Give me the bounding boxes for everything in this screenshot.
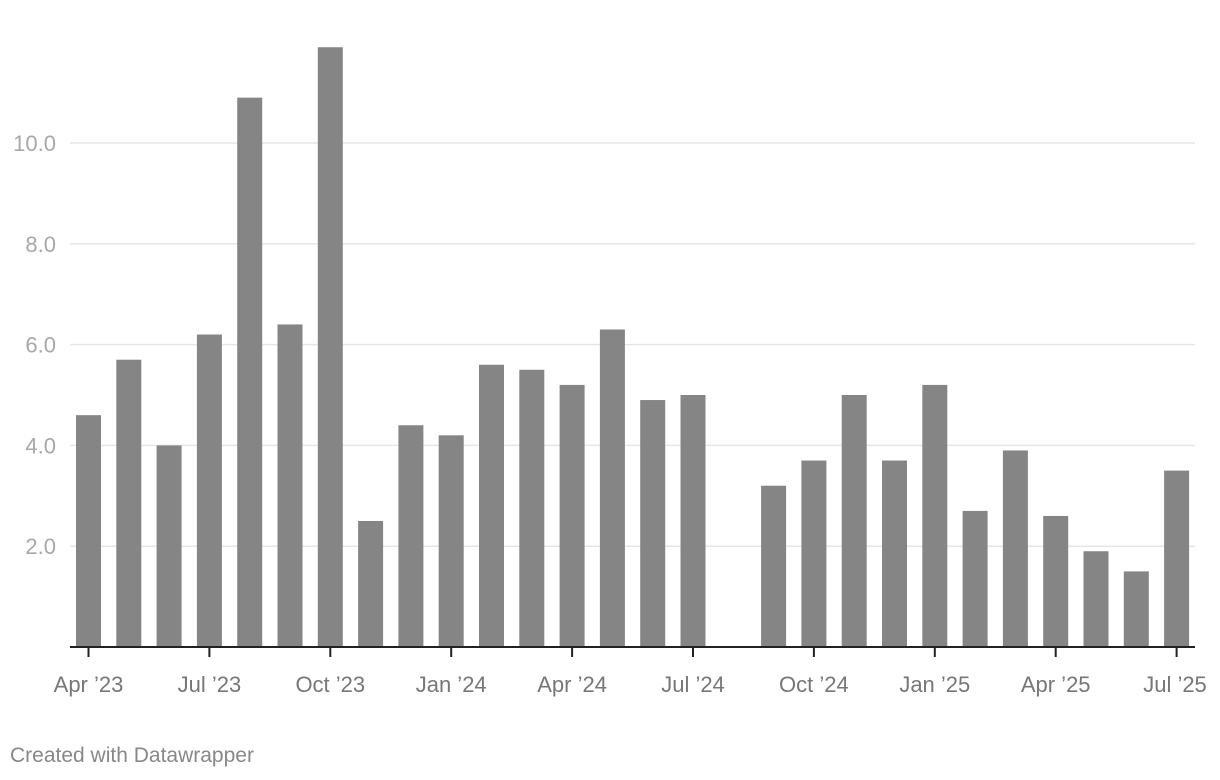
x-tick-label: Jul ’25	[1143, 672, 1207, 697]
bar	[519, 369, 545, 647]
x-tick-label: Apr ’24	[537, 672, 607, 697]
bar	[599, 329, 625, 647]
bar	[841, 395, 867, 647]
bar	[1043, 515, 1069, 647]
bar	[277, 324, 303, 647]
bars	[76, 47, 1190, 648]
x-tick-label: Jan ’25	[899, 672, 970, 697]
bar	[922, 384, 948, 647]
bar	[1164, 470, 1190, 647]
bar	[1002, 450, 1028, 647]
x-tick-label: Jan ’24	[416, 672, 487, 697]
y-tick-label: 10.0	[13, 131, 56, 156]
bar	[76, 415, 101, 647]
credit-text: Created with Datawrapper	[10, 744, 254, 767]
bar	[640, 400, 666, 647]
y-tick-label: 6.0	[25, 333, 56, 358]
bar	[237, 97, 263, 647]
bar	[882, 460, 907, 647]
x-tick-label: Oct ’24	[779, 672, 849, 697]
bar	[196, 334, 222, 647]
y-tick-label: 4.0	[25, 433, 56, 458]
x-tick-label: Jul ’23	[178, 672, 242, 697]
bar	[358, 521, 384, 647]
bar	[317, 47, 343, 648]
x-axis	[70, 646, 1195, 657]
bar	[680, 395, 706, 647]
y-tick-label: 2.0	[25, 534, 56, 559]
bar	[761, 485, 787, 647]
x-tick-label: Apr ’23	[54, 672, 124, 697]
y-tick-label: 8.0	[25, 232, 56, 257]
bar	[1123, 571, 1149, 647]
bar	[438, 435, 464, 647]
bar	[479, 364, 504, 647]
bar	[962, 510, 988, 647]
y-axis-tick-labels: 2.0 4.0 6.0 8.0 10.0	[13, 131, 56, 559]
bar	[156, 445, 182, 647]
bar	[116, 359, 142, 647]
x-tick-label: Oct ’23	[295, 672, 365, 697]
x-tick-label: Apr ’25	[1021, 672, 1091, 697]
x-axis-tick-labels: Apr ’23 Jul ’23 Oct ’23 Jan ’24 Apr ’24 Jul ’…	[54, 672, 1207, 697]
bar	[398, 425, 424, 647]
bar	[801, 460, 827, 647]
bar	[1083, 551, 1109, 647]
x-tick-label: Jul ’24	[661, 672, 725, 697]
bar	[559, 384, 585, 647]
